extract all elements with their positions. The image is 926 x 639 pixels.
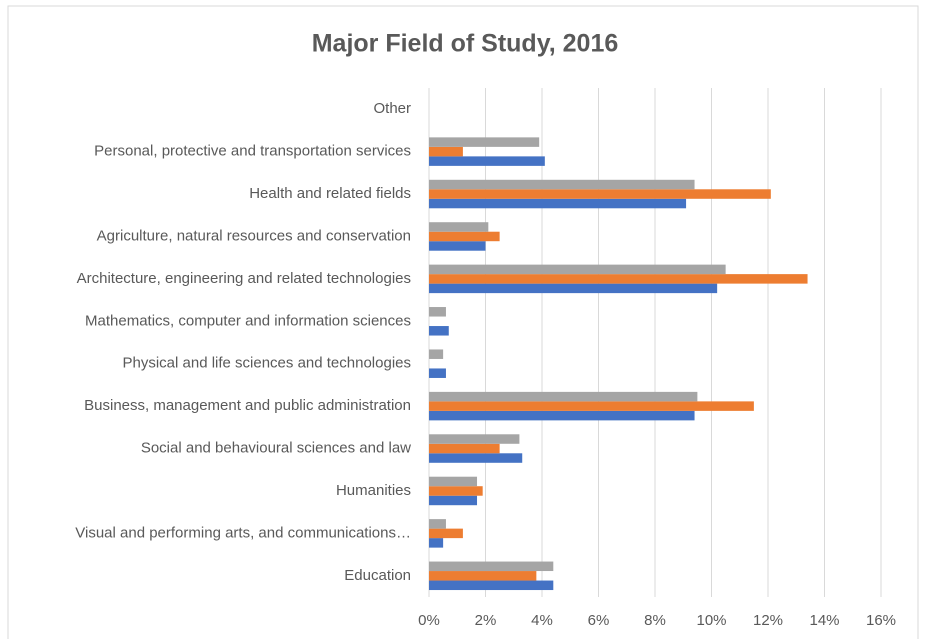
x-tick-label: 2% — [475, 612, 497, 629]
bar — [429, 349, 444, 359]
bar — [429, 401, 754, 411]
bar — [429, 326, 449, 336]
y-tick-label: Humanities — [336, 482, 411, 499]
bar — [429, 241, 486, 251]
y-tick-label: Social and behavioural sciences and law — [141, 440, 411, 457]
bar — [429, 580, 554, 591]
bar — [429, 528, 463, 539]
x-tick-label: 8% — [644, 612, 666, 629]
bar — [429, 495, 478, 506]
bar — [429, 146, 463, 157]
bar — [429, 571, 537, 581]
bar — [429, 156, 545, 166]
bar — [429, 189, 771, 199]
bar — [429, 434, 520, 444]
bar — [429, 538, 444, 548]
y-tick-label: Other — [373, 100, 411, 117]
y-tick-label: Health and related fields — [249, 185, 411, 202]
bar — [429, 222, 489, 232]
bar — [429, 283, 718, 294]
y-tick-label: Agriculture, natural resources and conse… — [97, 227, 411, 244]
bar — [429, 179, 695, 190]
bar — [429, 198, 687, 209]
bar — [429, 231, 500, 242]
chart-title: Major Field of Study, 2016 — [312, 30, 619, 58]
bar — [429, 443, 500, 454]
bar — [429, 519, 446, 529]
y-tick-label: Mathematics, computer and information sc… — [85, 312, 411, 329]
y-tick-label: Visual and performing arts, and communic… — [75, 524, 411, 541]
y-tick-label: Education — [344, 567, 411, 584]
y-tick-label: Personal, protective and transportation … — [94, 143, 411, 160]
bar — [429, 137, 540, 147]
x-tick-label: 10% — [696, 612, 726, 629]
bar — [429, 368, 446, 378]
bar — [429, 264, 726, 275]
y-tick-label: Architecture, engineering and related te… — [77, 270, 411, 287]
bar — [429, 274, 808, 284]
x-tick-label: 16% — [866, 612, 896, 629]
y-tick-label: Physical and life sciences and technolog… — [122, 355, 411, 372]
chart-frame — [7, 5, 919, 639]
x-tick-label: 12% — [753, 612, 783, 629]
bar — [429, 307, 446, 317]
y-tick-label: Business, management and public administ… — [84, 397, 411, 414]
bar — [429, 476, 478, 487]
bar — [429, 486, 483, 496]
bar — [429, 453, 523, 463]
bar — [429, 561, 554, 572]
x-tick-label: 14% — [809, 612, 839, 629]
x-tick-label: 0% — [418, 612, 440, 629]
bar — [429, 391, 698, 402]
x-tick-label: 4% — [531, 612, 553, 629]
x-tick-label: 6% — [588, 612, 610, 629]
bar — [429, 410, 695, 421]
